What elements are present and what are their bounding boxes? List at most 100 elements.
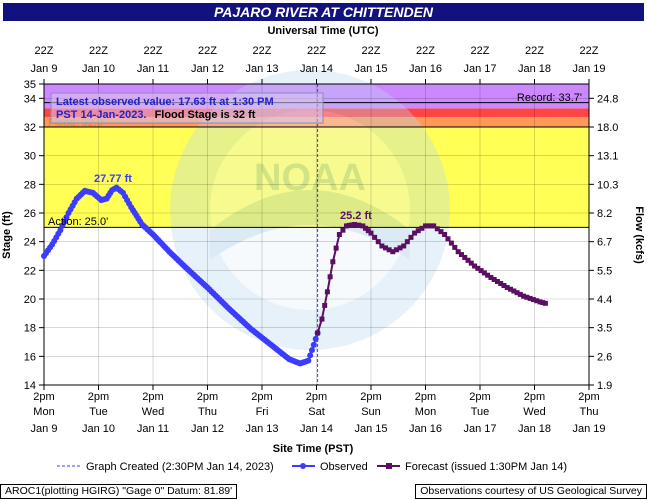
y-tick-label-right: 8.2 — [597, 208, 612, 220]
forecast-point — [372, 234, 378, 240]
legend-forecast-label: Forecast (issued 1:30PM Jan 14) — [405, 461, 567, 473]
forecast-point — [530, 297, 536, 303]
forecast-point — [508, 286, 514, 292]
y-tick-label-right: 6.7 — [597, 237, 612, 249]
bottom-tick-time: 2pm — [360, 391, 381, 403]
forecast-point — [481, 270, 487, 276]
forecast-point — [494, 279, 500, 285]
bottom-tick-date: Jan 19 — [572, 423, 605, 435]
y-tick-label-left: 34 — [24, 93, 36, 105]
forecast-point — [363, 225, 369, 231]
bottom-tick-date: Jan 17 — [463, 423, 496, 435]
top-tick-date: Jan 10 — [82, 63, 115, 75]
series-layer — [41, 184, 548, 367]
forecast-point — [455, 249, 461, 255]
bottom-tick-time: 2pm — [306, 391, 327, 403]
forecast-point — [330, 259, 336, 265]
forecast-point — [397, 245, 403, 251]
forecast-point — [346, 222, 352, 228]
noaa-watermark: NOAA — [170, 70, 450, 350]
latest-observed-line2a: PST 14-Jan-2023. — [56, 109, 147, 121]
forecast-point — [442, 232, 448, 237]
forecast-point — [472, 263, 478, 269]
forecast-point — [491, 277, 497, 283]
y-tick-label-left: 18 — [24, 323, 36, 335]
forecast-point — [527, 295, 533, 301]
bottom-tick-day: Sun — [361, 406, 381, 418]
bottom-tick-date: Jan 12 — [191, 423, 224, 435]
y-axis-title-right: Flow (kcfs) — [633, 206, 645, 264]
forecast-point — [498, 281, 504, 287]
forecast-point — [428, 223, 434, 229]
forecast-point — [319, 316, 325, 322]
bottom-tick-date: Jan 11 — [137, 423, 169, 435]
forecast-point — [445, 236, 451, 242]
forecast-point — [365, 228, 371, 234]
bottom-tick-date: Jan 16 — [409, 423, 442, 435]
forecast-point — [356, 222, 362, 228]
forecast-point — [458, 252, 464, 258]
bottom-tick-date: Jan 15 — [354, 423, 387, 435]
bottom-tick-day: Tue — [89, 406, 108, 418]
bottom-tick-date: Jan 9 — [31, 423, 58, 435]
y-tick-label-left: 24 — [24, 237, 36, 249]
bottom-tick-time: 2pm — [88, 391, 109, 403]
observed-point — [305, 357, 312, 364]
forecast-point — [393, 247, 399, 253]
forecast-point — [336, 232, 342, 237]
y-tick-label-left: 20 — [24, 294, 36, 306]
peak-observed-label: 27.77 ft — [94, 173, 132, 185]
y-tick-label-right: 3.5 — [597, 323, 612, 335]
y-tick-label-right: 1.9 — [597, 380, 612, 392]
forecast-point — [521, 293, 527, 299]
forecast-point — [423, 223, 428, 229]
bottom-tick-day: Thu — [580, 406, 599, 418]
forecast-point — [537, 299, 543, 305]
chart-title: PAJARO RIVER AT CHITTENDEN — [3, 3, 644, 21]
forecast-point — [383, 245, 389, 251]
forecast-point — [468, 260, 474, 266]
forecast-point — [324, 289, 330, 295]
forecast-point — [511, 288, 517, 294]
forecast-point — [327, 274, 333, 280]
y-tick-label-right: 18.0 — [597, 122, 618, 134]
bottom-tick-day: Mon — [33, 406, 54, 418]
forecast-point — [524, 294, 530, 300]
forecast-point — [542, 300, 548, 306]
forecast-point — [349, 222, 355, 228]
forecast-point — [340, 227, 346, 233]
forecast-point — [333, 245, 339, 251]
forecast-point — [431, 223, 437, 229]
forecast-point — [434, 226, 440, 232]
forecast-point — [425, 223, 431, 229]
top-axis-title: Universal Time (UTC) — [267, 25, 378, 37]
forecast-point — [478, 268, 484, 274]
y-tick-label-right: 2.6 — [597, 351, 612, 363]
bottom-tick-time: 2pm — [197, 391, 218, 403]
svg-text:NOAA: NOAA — [254, 157, 366, 199]
footer-credit: Observations courtesy of US Geological S… — [415, 484, 647, 499]
bottom-tick-date: Jan 10 — [82, 423, 115, 435]
top-tick-hour: 22Z — [253, 45, 272, 57]
top-tick-date: Jan 16 — [409, 63, 442, 75]
top-tick-date: Jan 9 — [31, 63, 58, 75]
forecast-point — [386, 247, 392, 253]
action-label: Action: 25.0' — [48, 216, 108, 228]
forecast-point — [322, 302, 328, 308]
footer-datum: AROC1(plotting HGIRG) "Gage 0" Datum: 81… — [0, 484, 238, 499]
forecast-point — [465, 257, 471, 263]
latest-observed-line1: Latest observed value: 17.63 ft at 1:30 … — [56, 96, 274, 108]
top-tick-date: Jan 14 — [300, 63, 333, 75]
forecast-point — [408, 234, 414, 240]
legend: Graph Created (2:30PM Jan 14, 2023) Obse… — [57, 461, 567, 473]
y-tick-label-left: 16 — [24, 351, 36, 363]
top-tick-hour: 22Z — [471, 45, 490, 57]
top-tick-hour: 22Z — [362, 45, 381, 57]
forecast-point — [448, 240, 454, 246]
top-tick-date: Jan 13 — [245, 63, 278, 75]
forecast-point — [452, 244, 458, 250]
forecast-point — [419, 225, 425, 231]
bottom-tick-time: 2pm — [578, 391, 599, 403]
top-tick-date: Jan 12 — [191, 63, 224, 75]
hydrograph-chart: NOAA 14 16 18 20 22 24 26 28 30 32 34 35 1.9 2.6 3.5 4.… — [1, 25, 645, 473]
